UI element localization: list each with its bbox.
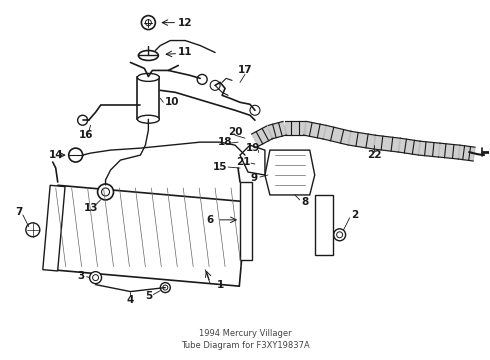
Text: 1994 Mercury Villager
Tube Diagram for F3XY19837A: 1994 Mercury Villager Tube Diagram for F… [181, 329, 309, 350]
Circle shape [69, 148, 83, 162]
Circle shape [334, 229, 345, 241]
Polygon shape [398, 138, 420, 155]
Text: 20: 20 [228, 127, 242, 137]
Polygon shape [252, 126, 273, 146]
Circle shape [77, 115, 88, 125]
Text: 14: 14 [49, 150, 63, 160]
Circle shape [26, 223, 40, 237]
Polygon shape [303, 121, 326, 139]
Circle shape [163, 285, 168, 290]
Circle shape [210, 80, 220, 90]
Text: 2: 2 [351, 210, 358, 220]
Polygon shape [374, 135, 400, 152]
Bar [240, 182, 252, 260]
Text: 12: 12 [178, 18, 193, 28]
Polygon shape [418, 141, 440, 157]
Circle shape [250, 105, 260, 115]
Text: 21: 21 [236, 157, 250, 167]
Text: 5: 5 [145, 291, 152, 301]
Ellipse shape [137, 73, 159, 81]
Polygon shape [348, 131, 376, 149]
Text: 4: 4 [127, 294, 134, 305]
Circle shape [197, 75, 207, 84]
Text: 6: 6 [206, 215, 214, 225]
Bar [315, 195, 333, 255]
Circle shape [337, 232, 343, 238]
Polygon shape [265, 150, 315, 195]
Circle shape [101, 188, 110, 196]
Circle shape [142, 15, 155, 30]
Circle shape [98, 184, 114, 200]
Text: 11: 11 [178, 48, 193, 58]
Bar [51, 185, 246, 286]
Polygon shape [458, 145, 475, 161]
Circle shape [93, 275, 98, 280]
Bar [137, 77, 159, 119]
Text: 9: 9 [250, 173, 258, 183]
Circle shape [160, 283, 171, 293]
Text: 16: 16 [78, 130, 93, 140]
Polygon shape [268, 121, 287, 139]
Text: 8: 8 [301, 197, 308, 207]
Ellipse shape [137, 115, 159, 123]
Text: 22: 22 [367, 150, 382, 160]
Text: 18: 18 [218, 137, 232, 147]
Text: 10: 10 [165, 97, 179, 107]
Text: 3: 3 [77, 271, 84, 281]
Polygon shape [285, 121, 305, 135]
Ellipse shape [138, 50, 158, 60]
Text: 13: 13 [83, 203, 98, 213]
Text: 7: 7 [15, 207, 23, 217]
Polygon shape [323, 125, 351, 145]
Text: 1: 1 [217, 280, 224, 289]
Bar [43, 185, 65, 271]
Text: 19: 19 [246, 143, 260, 153]
Polygon shape [240, 145, 265, 175]
Polygon shape [439, 143, 460, 159]
Circle shape [90, 272, 101, 284]
Text: 17: 17 [238, 66, 252, 76]
Text: 15: 15 [213, 162, 227, 172]
Circle shape [146, 20, 151, 26]
